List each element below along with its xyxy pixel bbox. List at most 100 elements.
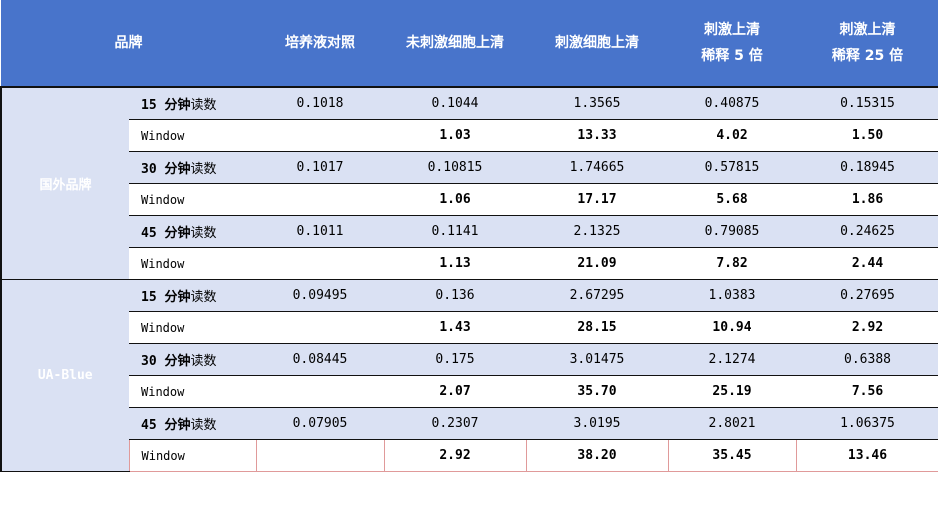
value-cell: 1.43 [384,311,526,344]
reading-label: 读数 [190,418,217,433]
value-cell: 0.07905 [256,407,384,440]
value-cell: 0.27695 [796,279,938,312]
table-row: 30 分钟读数 0.08445 0.175 3.01475 2.1274 0.6388 [1,343,938,376]
value-cell: 0.10815 [384,151,526,184]
column-header: 刺激上清 稀释 25 倍 [796,0,938,88]
reading-label: 读数 [190,354,217,369]
value-cell: 25.19 [668,375,796,408]
row-label: Window [129,119,256,152]
value-cell [256,119,384,152]
time-label: 15 分钟 [141,98,191,113]
value-cell: 5.68 [668,183,796,216]
row-label: 15 分钟读数 [129,279,256,312]
row-label: Window [129,375,256,408]
value-cell: 2.92 [796,311,938,344]
row-label: Window [129,247,256,280]
value-cell [256,311,384,344]
reading-label: 读数 [190,162,217,177]
value-cell: 1.3565 [526,87,668,120]
column-header: 刺激上清 稀释 5 倍 [668,0,796,88]
value-cell: 0.79085 [668,215,796,248]
value-cell: 1.50 [796,119,938,152]
value-cell: 7.82 [668,247,796,280]
value-cell: 0.136 [384,279,526,312]
value-cell: 0.40875 [668,87,796,120]
column-header: 未刺激细胞上清 [384,0,526,88]
value-cell: 0.6388 [796,343,938,376]
row-label: 30 分钟读数 [129,151,256,184]
value-cell: 17.17 [526,183,668,216]
value-cell: 35.45 [667,439,797,472]
table-row: Window 2.07 35.70 25.19 7.56 [1,375,938,408]
value-cell: 1.86 [796,183,938,216]
value-cell [255,439,385,472]
value-cell: 3.01475 [526,343,668,376]
reading-label: 读数 [190,98,217,113]
table-row: 45 分钟读数 0.07905 0.2307 3.0195 2.8021 1.06375 [1,407,938,440]
value-cell: 1.74665 [526,151,668,184]
brand-cell: 国外品牌 [0,87,129,280]
column-header: 品牌 [1,0,256,88]
table-row: Window 2.92 38.20 35.45 13.46 [1,439,938,472]
row-label: 30 分钟读数 [129,343,256,376]
column-header: 刺激细胞上清 [526,0,668,88]
value-cell: 0.1044 [384,87,526,120]
time-label: 15 分钟 [141,290,191,305]
value-cell [256,183,384,216]
brand-cell: UA-Blue [0,279,129,472]
value-cell: 0.09495 [256,279,384,312]
row-label: Window [128,439,257,472]
value-cell: 0.1017 [256,151,384,184]
data-table: 品牌 培养液对照 未刺激细胞上清 刺激细胞上清 刺激上清 稀释 5 倍刺激上清 稀释 2… [0,0,938,472]
value-cell: 38.20 [525,439,669,472]
value-cell: 13.33 [526,119,668,152]
value-cell: 28.15 [526,311,668,344]
value-cell: 2.67295 [526,279,668,312]
value-cell: 35.70 [526,375,668,408]
time-label: 30 分钟 [141,162,191,177]
time-label: 45 分钟 [141,418,191,433]
value-cell: 7.56 [796,375,938,408]
value-cell: 0.57815 [668,151,796,184]
value-cell: 21.09 [526,247,668,280]
reading-label: 读数 [190,226,217,241]
value-cell: 1.0383 [668,279,796,312]
value-cell: 2.8021 [668,407,796,440]
time-label: 45 分钟 [141,226,191,241]
value-cell: 0.1011 [256,215,384,248]
value-cell: 0.08445 [256,343,384,376]
table-row: 30 分钟读数 0.1017 0.10815 1.74665 0.57815 0.1894… [1,151,938,184]
value-cell: 0.15315 [796,87,938,120]
table-row: Window 1.06 17.17 5.68 1.86 [1,183,938,216]
value-cell: 2.44 [796,247,938,280]
value-cell: 0.18945 [796,151,938,184]
value-cell [256,375,384,408]
value-cell: 2.07 [384,375,526,408]
row-label: Window [129,183,256,216]
value-cell: 10.94 [668,311,796,344]
value-cell: 0.2307 [384,407,526,440]
table-row: Window 1.03 13.33 4.02 1.50 [1,119,938,152]
value-cell: 0.1018 [256,87,384,120]
table-row: Window 1.13 21.09 7.82 2.44 [1,247,938,280]
value-cell: 2.92 [383,439,527,472]
time-label: 30 分钟 [141,354,191,369]
value-cell: 4.02 [668,119,796,152]
table-row: Window 1.43 28.15 10.94 2.92 [1,311,938,344]
value-cell: 3.0195 [526,407,668,440]
table-row: 45 分钟读数 0.1011 0.1141 2.1325 0.79085 0.24625 [1,215,938,248]
value-cell: 0.24625 [796,215,938,248]
row-label: Window [129,311,256,344]
value-cell: 2.1274 [668,343,796,376]
value-cell: 0.175 [384,343,526,376]
column-header: 培养液对照 [256,0,384,88]
value-cell: 1.06 [384,183,526,216]
value-cell: 1.03 [384,119,526,152]
row-label: 45 分钟读数 [129,215,256,248]
value-cell: 1.13 [384,247,526,280]
row-label: 15 分钟读数 [129,87,256,120]
value-cell [256,247,384,280]
table-row: UA-Blue 15 分钟读数 0.09495 0.136 2.67295 1.0383 0… [0,279,938,472]
value-cell: 1.06375 [796,407,938,440]
table-row: 国外品牌 15 分钟读数 0.1018 0.1044 1.3565 0.40875 0.15… [0,87,938,280]
